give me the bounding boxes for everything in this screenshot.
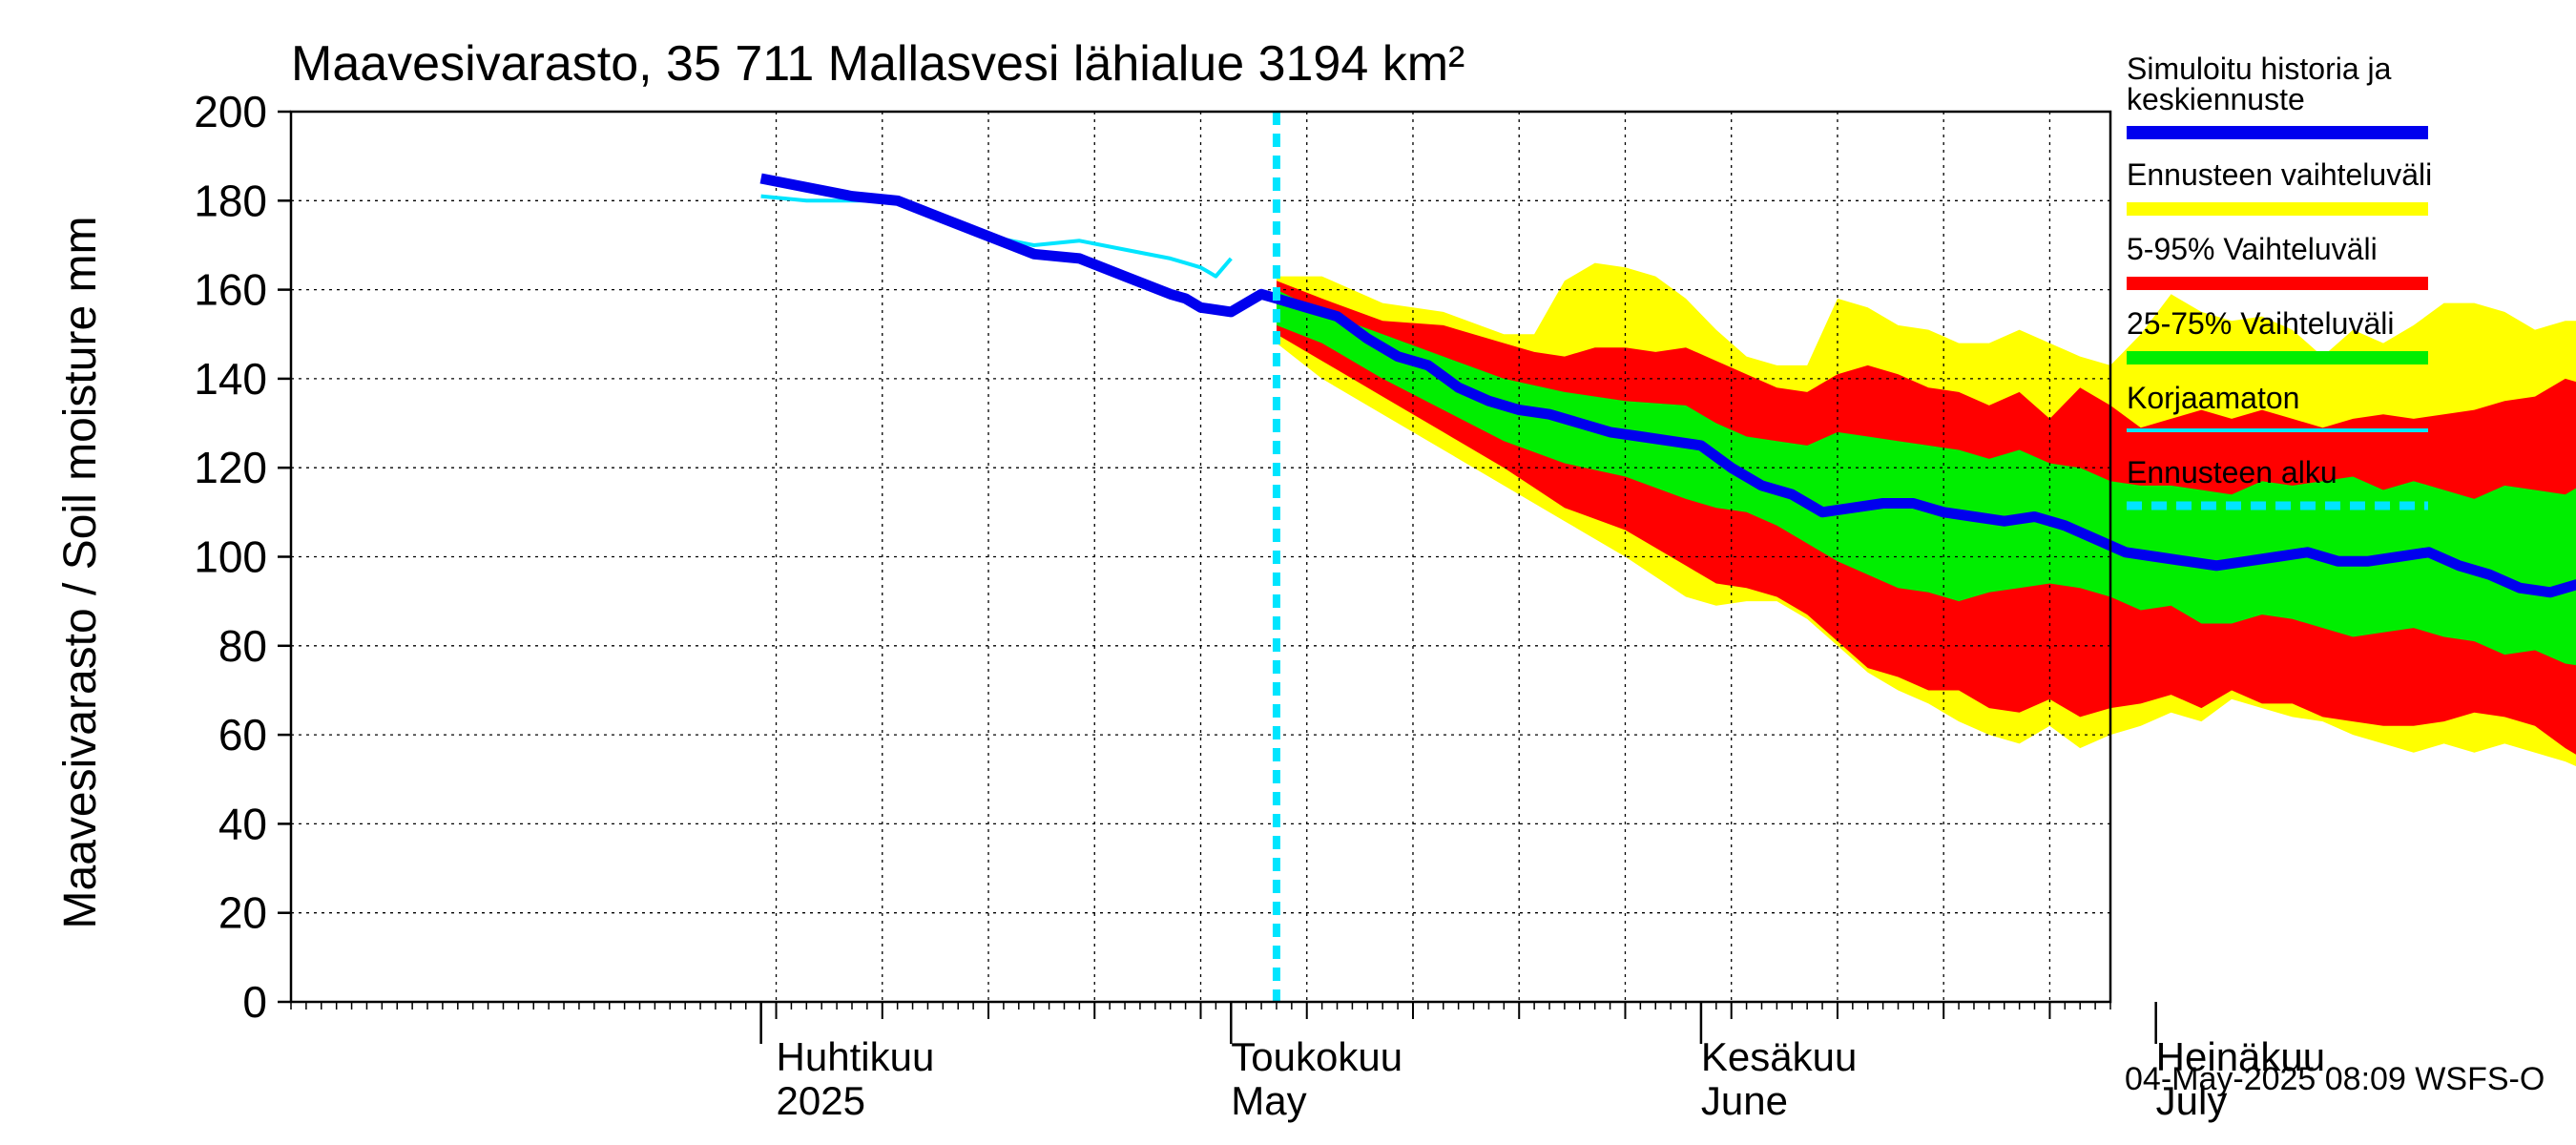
band-25-75-area (1277, 289, 2576, 666)
y-tick-label: 80 (218, 621, 267, 671)
y-tick-label: 140 (194, 354, 267, 404)
month-label-en: 2025 (777, 1078, 865, 1123)
legend-item: Ennusteen alku (2127, 455, 2428, 510)
legend-label: Ennusteen alku (2127, 455, 2337, 489)
footer-timestamp: 04-May-2025 08:09 WSFS-O (2125, 1061, 2545, 1097)
y-axis-label: Maavesivarasto / Soil moisture mm (55, 217, 106, 929)
y-tick-label: 180 (194, 176, 267, 225)
y-tick-label: 100 (194, 532, 267, 582)
median-history-line (759, 173, 1278, 318)
legend-label: Ennusteen vaihteluväli (2127, 157, 2432, 192)
legend-label: 25-75% Vaihteluväli (2127, 306, 2394, 341)
legend-item: 25-75% Vaihteluväli (2127, 306, 2428, 364)
legend-label: 5-95% Vaihteluväli (2127, 232, 2378, 266)
grid-lines (291, 111, 2110, 1003)
legend-label: Simuloitu historia ja (2127, 52, 2392, 86)
y-tick-label: 40 (218, 799, 267, 848)
y-tick-label: 200 (194, 87, 267, 136)
month-label-en: July (2156, 1078, 2228, 1123)
y-tick-label: 20 (218, 888, 267, 938)
y-tick-label: 160 (194, 265, 267, 315)
y-tick-label: 0 (242, 977, 267, 1027)
month-label-fi: Heinäkuu (2156, 1034, 2325, 1079)
chart-title: Maavesivarasto, 35 711 Mallasvesi lähial… (291, 36, 1465, 92)
month-label-en: June (1701, 1078, 1788, 1123)
legend-label: Korjaamaton (2127, 381, 2299, 415)
y-tick-label: 120 (194, 443, 267, 492)
legend-label: keskiennuste (2127, 82, 2305, 116)
month-label-en: May (1231, 1078, 1306, 1123)
legend-item: Ennusteen vaihteluväli (2127, 157, 2432, 216)
month-label-fi: Toukokuu (1231, 1034, 1402, 1079)
median-forecast-line (1275, 293, 2576, 598)
legend-item: 5-95% Vaihteluväli (2127, 232, 2428, 290)
plot-area (291, 111, 2576, 1004)
legend-item: Korjaamaton (2127, 381, 2428, 432)
month-label-fi: Kesäkuu (1701, 1034, 1857, 1079)
month-label-fi: Huhtikuu (777, 1034, 935, 1079)
y-tick-label: 60 (218, 710, 267, 760)
